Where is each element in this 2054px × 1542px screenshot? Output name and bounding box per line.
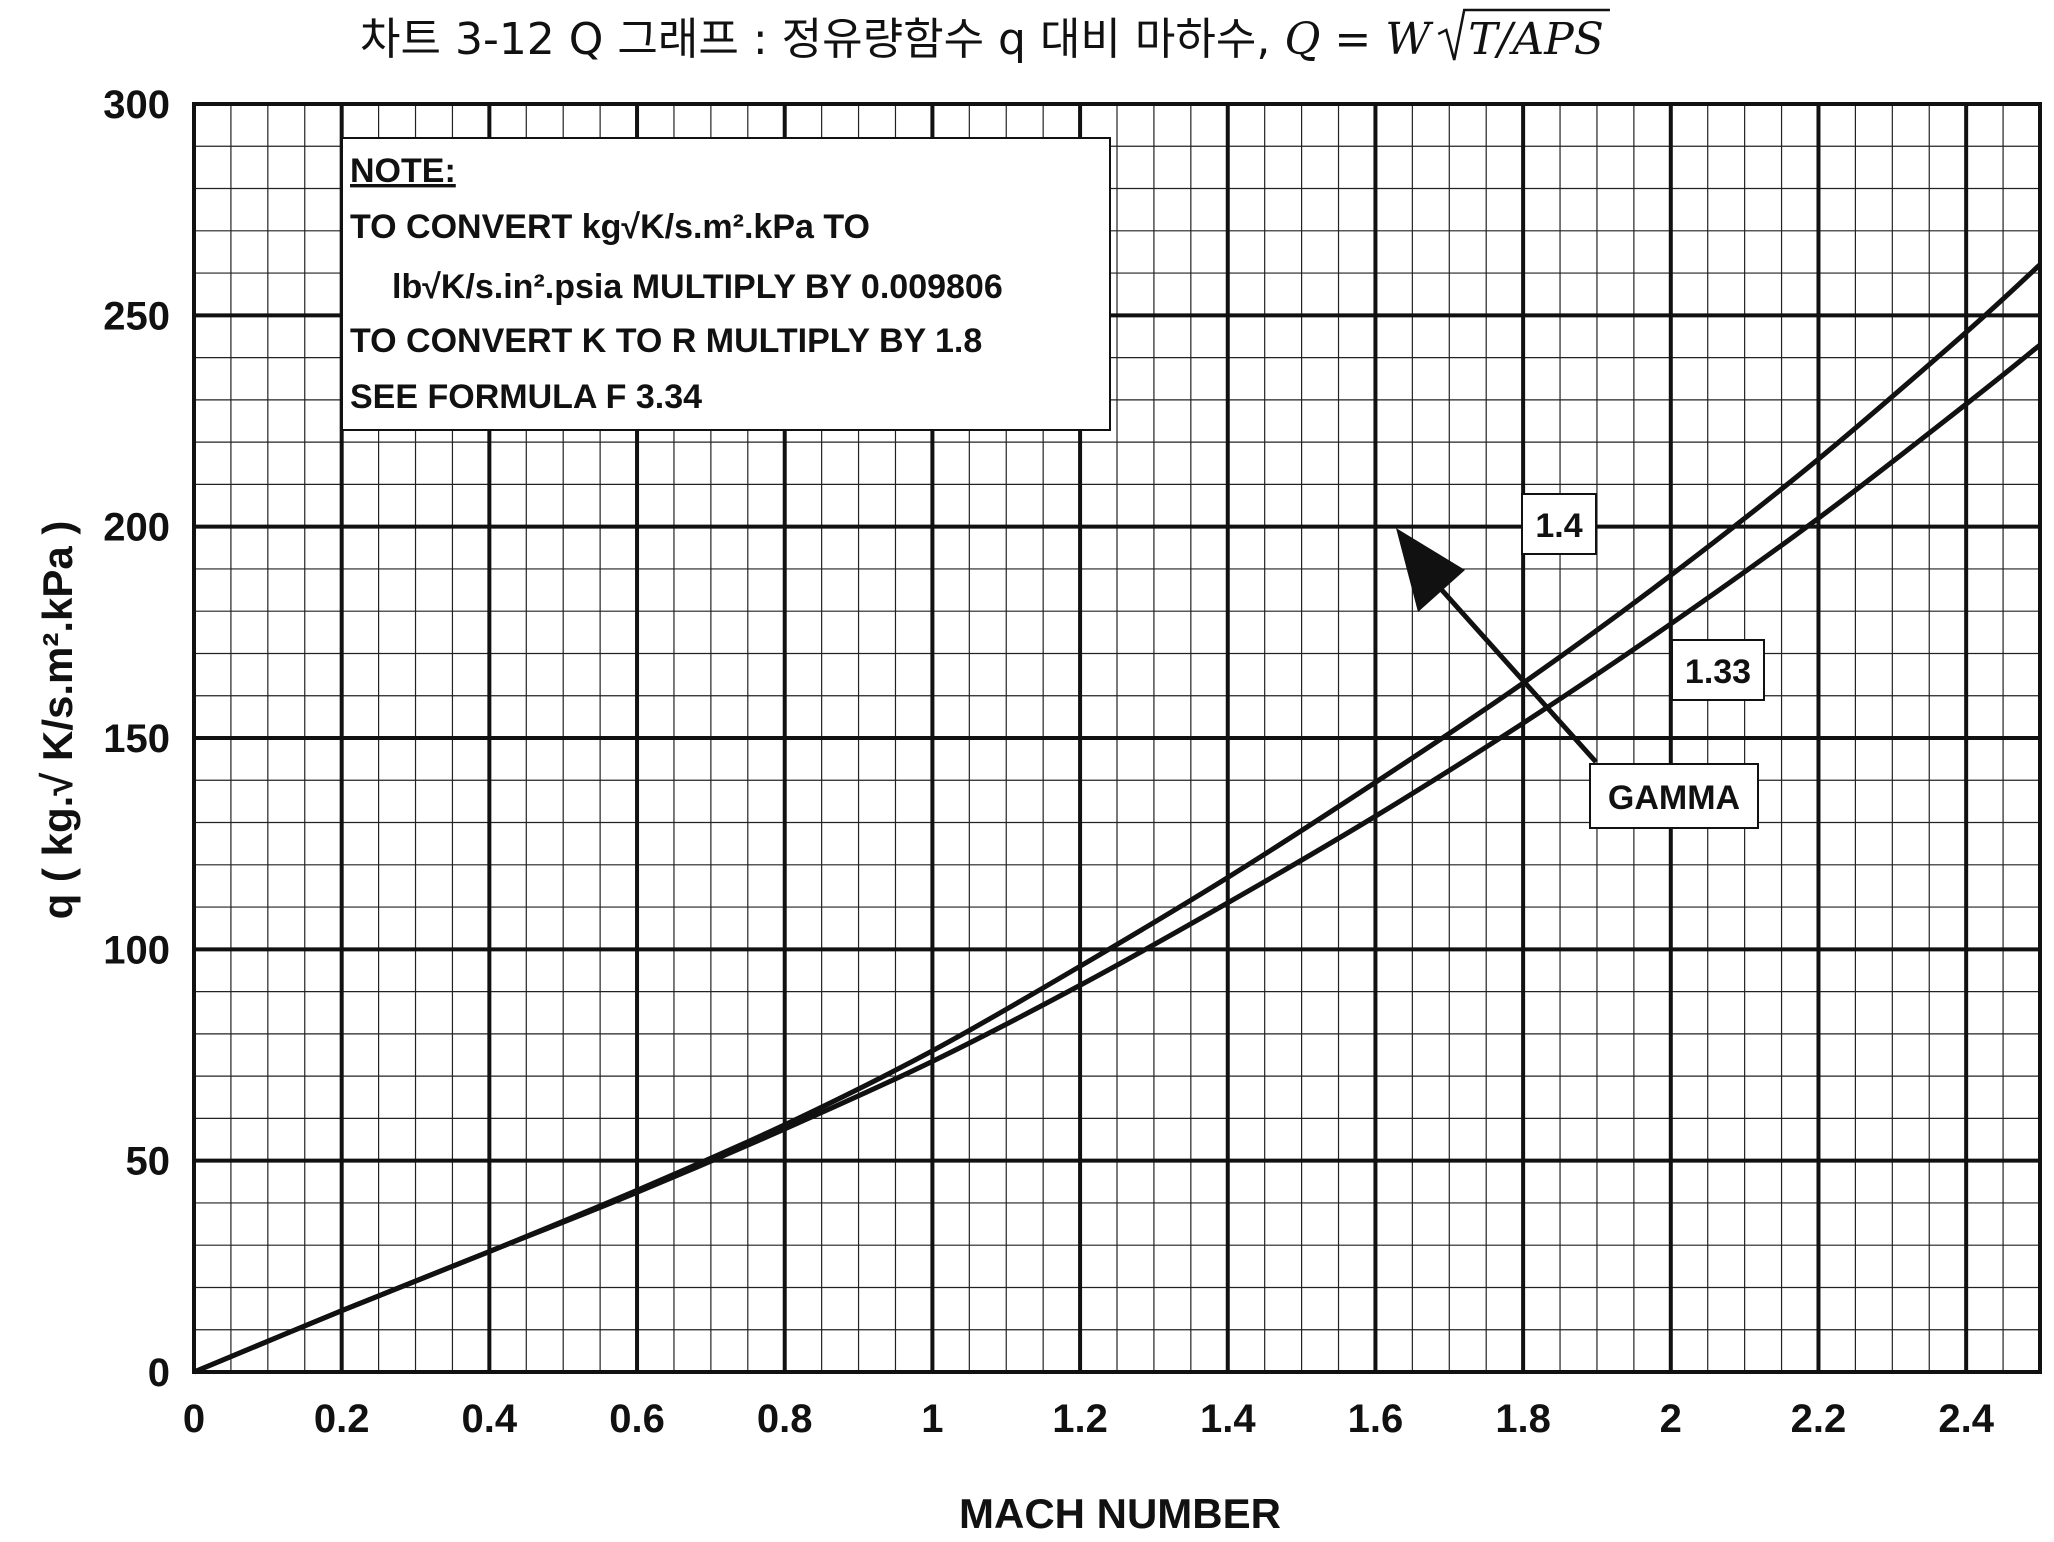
x-tick-label: 1.6	[1348, 1397, 1404, 1441]
y-tick-label: 150	[103, 717, 170, 761]
x-tick-label: 0.4	[462, 1397, 518, 1441]
y-tick-label: 0	[148, 1351, 170, 1395]
gamma-arrow	[1396, 528, 1598, 764]
y-tick-label: 200	[103, 506, 170, 550]
note-line-3: TO CONVERT K TO R MULTIPLY BY 1.8	[350, 322, 982, 360]
note-line-1: TO CONVERT kg√K/s.m².kPa TO	[350, 208, 870, 246]
chart-title-prefix: 차트 3-12 Q 그래프 : 정유량함수 q 대비 마하수,	[360, 14, 1284, 65]
x-tick-label: 0	[183, 1397, 205, 1441]
x-axis-ticks: 0 0.2 0.4 0.6 0.8 1 1.2 1.4 1.6 1.8 2 2.2 2.4	[183, 1397, 1995, 1441]
x-tick-label: 0.8	[757, 1397, 813, 1441]
legend-title-gamma-text: GAMMA	[1608, 779, 1740, 817]
note-line-2: lb√K/s.in².psia MULTIPLY BY 0.009806	[392, 268, 1003, 306]
y-axis-title: q ( kg.√ K/s.m².kPa )	[34, 521, 81, 920]
y-tick-label: 100	[103, 928, 170, 972]
y-tick-label: 250	[103, 294, 170, 338]
x-tick-label: 0.2	[314, 1397, 370, 1441]
x-axis-title: MACH NUMBER	[959, 1490, 1281, 1537]
note-box: NOTE: TO CONVERT kg√K/s.m².kPa TO lb√K/s…	[341, 137, 1111, 431]
x-tick-label: 2.4	[1938, 1397, 1994, 1441]
chart-title-formula-lhs: Q	[1284, 14, 1320, 65]
series-layer	[193, 262, 2042, 1375]
series-label-1-4-text: 1.4	[1535, 507, 1582, 545]
x-tick-label: 2	[1660, 1397, 1682, 1441]
legend-title-gamma: GAMMA	[1589, 763, 1759, 829]
x-tick-label: 2.2	[1791, 1397, 1847, 1441]
x-tick-label: 1.4	[1200, 1397, 1256, 1441]
series-line-1-33	[193, 342, 2042, 1375]
y-tick-label: 50	[126, 1140, 171, 1184]
series-label-1-33: 1.33	[1671, 639, 1765, 701]
series-label-1-4: 1.4	[1521, 493, 1597, 555]
note-line-4: SEE FORMULA F 3.34	[350, 378, 702, 416]
chart-title: 차트 3-12 Q 그래프 : 정유량함수 q 대비 마하수, Q = W	[360, 14, 1434, 65]
series-label-1-33-text: 1.33	[1685, 653, 1751, 691]
sqrt-sign	[1437, 8, 1610, 61]
x-tick-label: 1.8	[1495, 1397, 1551, 1441]
note-heading: NOTE:	[350, 152, 456, 190]
chart-title-formula-radicand: T/APS	[1468, 14, 1604, 65]
x-tick-label: 0.6	[609, 1397, 665, 1441]
y-tick-label: 300	[103, 83, 170, 127]
chart-title-formula-eq: = W	[1320, 14, 1434, 65]
y-axis-ticks: 0 50 100 150 200 250 300	[103, 83, 170, 1395]
plot-frame	[192, 102, 2042, 1374]
x-tick-label: 1	[921, 1397, 943, 1441]
x-tick-label: 1.2	[1052, 1397, 1108, 1441]
